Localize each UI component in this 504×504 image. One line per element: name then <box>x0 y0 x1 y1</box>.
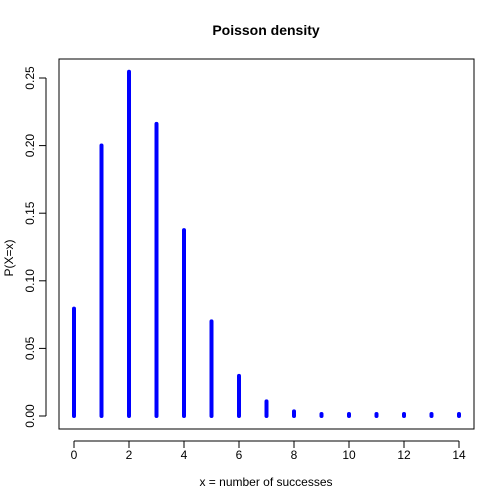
x-tick-label: 2 <box>126 448 133 462</box>
chart-title: Poisson density <box>212 22 320 38</box>
x-tick-label: 14 <box>452 448 466 462</box>
y-tick-label: 0.05 <box>23 336 37 360</box>
data-spikes <box>72 69 461 418</box>
y-tick-label: 0.15 <box>23 201 37 225</box>
x-axis-label: x = number of successes <box>199 475 332 489</box>
y-axis-label: P(X=x) <box>2 239 16 276</box>
x-tick-label: 6 <box>236 448 243 462</box>
y-tick-label: 0.20 <box>23 134 37 158</box>
x-tick-label: 0 <box>71 448 78 462</box>
y-tick-label: 0.25 <box>23 66 37 90</box>
y-tick-label: 0.10 <box>23 269 37 293</box>
plot-area-border <box>58 58 475 430</box>
x-tick-label: 10 <box>342 448 356 462</box>
x-tick-label: 12 <box>397 448 411 462</box>
y-tick-label: 0.00 <box>23 404 37 428</box>
x-tick-label: 4 <box>181 448 188 462</box>
x-tick-label: 8 <box>291 448 298 462</box>
y-axis: 0.00 0.05 0.10 0.15 0.20 0.25 <box>23 66 47 428</box>
x-axis: 0 2 4 6 8 10 12 14 <box>71 440 466 462</box>
